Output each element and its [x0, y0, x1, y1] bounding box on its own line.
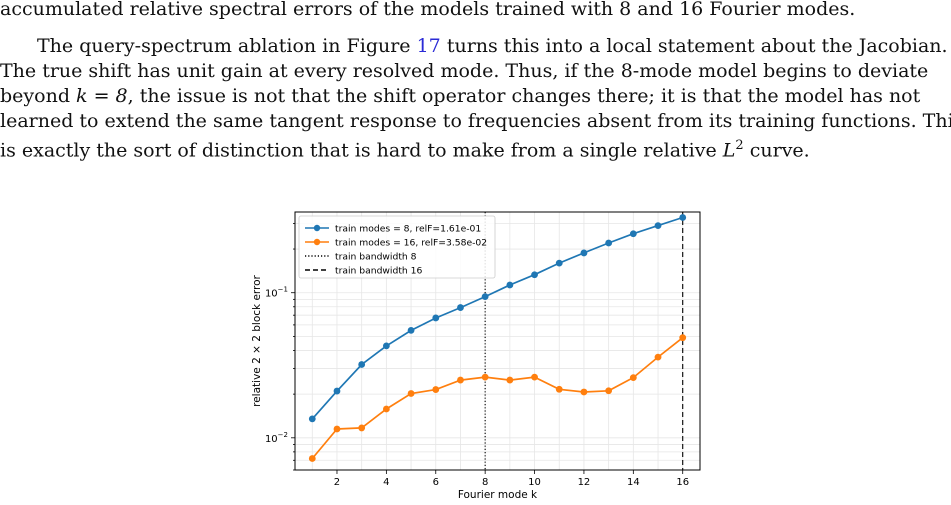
plot-frame	[294, 211, 701, 471]
data-point	[629, 374, 637, 382]
paragraph-line-4: learned to extend the same tangent respo…	[0, 110, 951, 132]
figure-reference-link[interactable]: 17	[416, 35, 441, 57]
legend-box	[298, 215, 496, 279]
math-symbol: L	[722, 139, 736, 162]
x-tick-label: 4	[383, 477, 389, 488]
data-point	[629, 230, 637, 238]
text-span: curve.	[743, 139, 810, 162]
data-point	[308, 415, 316, 423]
y-axis-label: relative 2 × 2 block error	[251, 274, 263, 406]
data-point	[605, 239, 613, 247]
data-point	[432, 314, 440, 322]
text-span: beyond	[0, 85, 77, 107]
data-point	[555, 385, 563, 393]
legend-marker	[313, 238, 321, 246]
x-axis-label: Fourier mode k	[458, 489, 538, 501]
data-point	[432, 386, 440, 393]
data-point	[457, 304, 464, 311]
data-point	[654, 353, 662, 361]
legend-label: train modes = 8, relF=1.61e-01	[335, 224, 481, 235]
data-point	[333, 425, 341, 433]
legend-label: train bandwidth 16	[335, 266, 423, 277]
data-point	[333, 387, 341, 395]
series-line-1	[311, 337, 684, 460]
data-point	[506, 376, 514, 384]
data-point	[555, 259, 563, 267]
paragraph-line-1: The query-spectrum ablation in Figure 17…	[37, 34, 948, 58]
x-tick-label: 12	[578, 477, 591, 488]
text-span: , the issue is not that the shift operat…	[127, 85, 921, 107]
data-point	[580, 249, 588, 257]
series-line-0	[311, 216, 683, 420]
data-point	[580, 388, 588, 396]
math-expression: k = 8	[76, 85, 128, 107]
paragraph-line-5: is exactly the sort of distinction that …	[0, 134, 810, 162]
x-tick-label: 6	[433, 477, 439, 488]
data-point	[481, 293, 489, 301]
text-span: The query-spectrum ablation in Figure	[37, 35, 417, 57]
x-tick-label: 16	[676, 477, 689, 488]
data-point	[605, 387, 613, 395]
legend-label: train bandwidth 8	[335, 252, 417, 263]
legend-label: train modes = 16, relF=3.58e-02	[335, 238, 487, 249]
x-tick-label: 10	[528, 477, 541, 488]
paragraph-line-2: The true shift has unit gain at every re…	[0, 60, 929, 82]
data-point	[457, 376, 464, 384]
data-point	[654, 222, 662, 230]
text-span: turns this into a local statement about …	[440, 35, 948, 57]
data-point	[531, 271, 538, 279]
y-tick-label: 10−1	[265, 286, 288, 300]
math-superscript: 2	[735, 138, 744, 153]
data-point	[358, 361, 366, 368]
paragraph-line-3: beyond k = 8, the issue is not that the …	[0, 84, 920, 108]
y-tick-label: 10−2	[265, 431, 288, 445]
x-tick-label: 2	[334, 477, 340, 488]
data-point	[382, 342, 390, 350]
data-point	[531, 373, 538, 381]
data-point	[407, 390, 415, 397]
text-span: is exactly the sort of distinction that …	[0, 139, 723, 162]
data-point	[382, 405, 390, 413]
data-point	[481, 373, 489, 381]
data-point	[679, 334, 687, 342]
paragraph-line-0: accumulated relative spectral errors of …	[0, 0, 856, 20]
x-tick-label: 14	[627, 477, 640, 488]
line-chart: 2 4 6 8 10 12 14 16 10−2 10−1 Fourier mode k relati…	[251, 211, 701, 501]
data-point	[358, 424, 366, 432]
legend-marker	[313, 224, 321, 232]
data-point	[506, 281, 514, 289]
data-point	[679, 214, 687, 221]
data-point	[308, 455, 316, 462]
legend: train modes = 8, relF=1.61e-01 train mode…	[298, 215, 496, 279]
data-point	[407, 326, 415, 334]
x-tick-label: 8	[482, 477, 488, 488]
